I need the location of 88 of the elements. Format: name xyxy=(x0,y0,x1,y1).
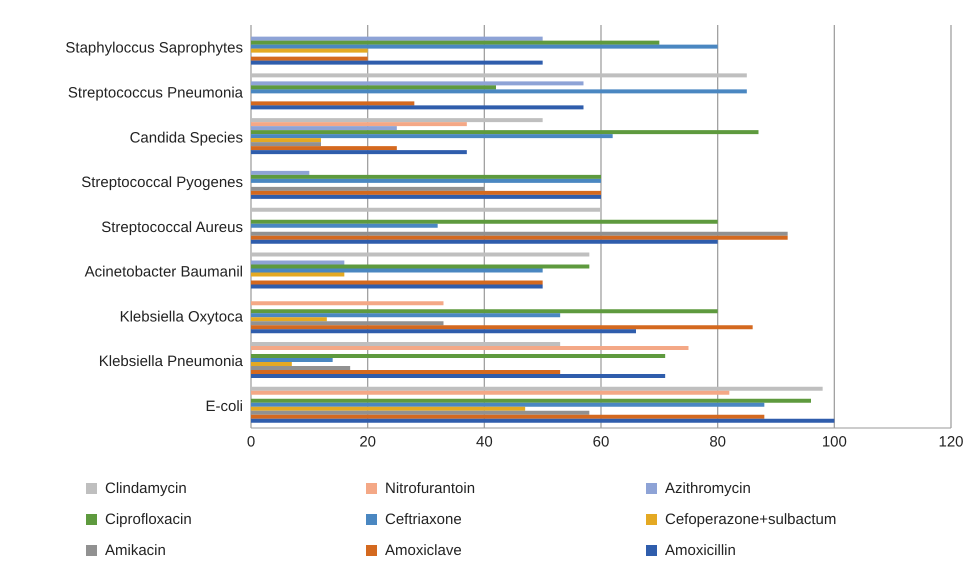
bar xyxy=(251,268,543,272)
y-tick-label: Candida Species xyxy=(130,129,243,146)
bar xyxy=(251,232,788,236)
y-tick-label: Acinetobacter Baumanil xyxy=(84,264,243,281)
bar xyxy=(251,220,718,224)
bar xyxy=(251,48,368,53)
bar xyxy=(251,358,333,362)
bar xyxy=(251,272,344,276)
legend-label: Ciprofloxacin xyxy=(105,511,192,528)
bar xyxy=(251,122,467,126)
bar xyxy=(251,366,350,370)
bar xyxy=(251,56,368,61)
bar xyxy=(251,321,444,326)
legend-label: Nitrofurantoin xyxy=(385,480,476,497)
bar xyxy=(251,374,666,378)
x-tick-label: 100 xyxy=(822,434,847,451)
x-tick-label: 80 xyxy=(709,434,726,451)
bar xyxy=(251,362,292,366)
bar xyxy=(251,101,414,106)
bar xyxy=(251,73,747,78)
bar xyxy=(251,44,718,49)
bar xyxy=(251,398,811,403)
y-tick-label: Klebsiella Pneumonia xyxy=(98,353,244,370)
bar xyxy=(251,329,636,334)
bar xyxy=(251,190,601,195)
bar xyxy=(251,414,764,419)
bar xyxy=(251,134,613,138)
bar xyxy=(251,402,764,407)
bar xyxy=(251,342,560,346)
bar xyxy=(251,85,496,90)
bar xyxy=(251,118,543,122)
bar xyxy=(251,240,718,244)
x-tick-label: 120 xyxy=(938,434,963,451)
bar xyxy=(251,260,344,264)
bar xyxy=(251,236,788,240)
x-tick-label: 0 xyxy=(246,434,256,451)
legend-label: Azithromycin xyxy=(665,480,751,497)
y-tick-label: Streptococcal Aureus xyxy=(101,218,243,236)
bar xyxy=(251,36,543,41)
bar xyxy=(251,284,543,288)
bar xyxy=(251,146,397,150)
bar xyxy=(251,410,590,415)
y-tick-label: Streptococcal Pyogenes xyxy=(81,174,243,192)
bar xyxy=(251,309,718,314)
bar xyxy=(251,186,484,191)
bar xyxy=(251,301,444,306)
bar xyxy=(251,252,590,256)
bar xyxy=(251,224,438,228)
bar xyxy=(251,390,730,395)
bar xyxy=(251,142,321,146)
bar xyxy=(251,386,823,391)
bar xyxy=(251,174,601,179)
x-tick-label: 60 xyxy=(592,434,610,451)
bar xyxy=(251,81,584,86)
bar xyxy=(251,138,321,142)
bar xyxy=(251,150,467,154)
legend-label: Amoxicillin xyxy=(665,542,736,559)
y-tick-label: E-coli xyxy=(205,398,243,415)
x-tick-label: 40 xyxy=(476,434,493,451)
bar xyxy=(251,280,543,284)
legend-label: Cefoperazone+sulbactum xyxy=(665,511,836,528)
bar xyxy=(251,40,660,45)
y-tick-label: Streptococcus Pneumonia xyxy=(68,84,244,102)
bar xyxy=(251,105,584,110)
bar xyxy=(251,208,601,212)
bar xyxy=(251,89,747,94)
bar xyxy=(251,346,688,350)
bar xyxy=(251,317,327,322)
bar xyxy=(251,354,666,358)
bar xyxy=(251,178,601,183)
bar xyxy=(251,170,310,175)
bar xyxy=(251,370,560,374)
bar xyxy=(251,313,560,318)
y-tick-label: Staphyloccus Saprophytes xyxy=(65,40,243,57)
bar xyxy=(251,194,601,199)
bar xyxy=(251,60,543,65)
legend-label: Amoxiclave xyxy=(385,542,462,559)
y-tick-label: Klebsiella Oxytoca xyxy=(120,308,244,326)
bar xyxy=(251,264,590,268)
bar xyxy=(251,130,758,134)
legend-label: Amikacin xyxy=(105,542,166,559)
legend-label: Clindamycin xyxy=(105,480,187,497)
bar xyxy=(251,406,526,411)
bar xyxy=(251,126,397,130)
x-tick-label: 20 xyxy=(359,434,376,451)
legend-label: Ceftriaxone xyxy=(385,511,462,528)
bar xyxy=(251,325,753,330)
bar xyxy=(251,418,834,423)
